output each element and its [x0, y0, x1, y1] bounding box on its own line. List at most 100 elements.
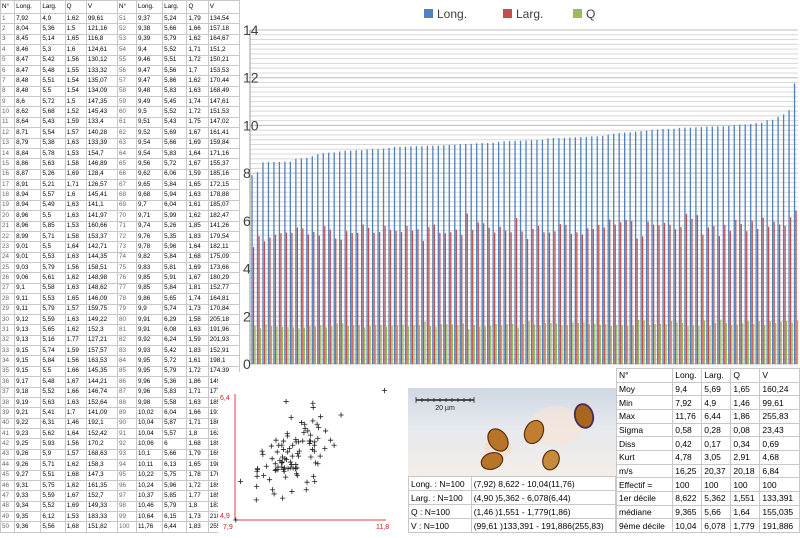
bar-larg	[526, 238, 529, 364]
bar-q	[632, 325, 634, 364]
table-cell: 191,96	[207, 324, 241, 336]
scatter-point	[269, 487, 276, 493]
table-cell: 27	[0, 282, 16, 295]
y-tick-label: 0	[243, 356, 251, 372]
table-row: 35 9,15 5,5 1,66 145,35 85 9,95 5,79 1,72 174,39	[0, 365, 241, 378]
table-cell: 164,67	[207, 33, 241, 46]
table-cell: 1,62	[64, 459, 87, 471]
table-cell: 151,2	[207, 44, 241, 56]
table-cell: 5,79	[162, 500, 188, 513]
stats-cell: 1,65	[730, 381, 761, 397]
bar-larg	[378, 232, 381, 364]
stats-cell: 10,04	[672, 518, 703, 533]
table-cell: 1,66	[186, 23, 209, 35]
table-cell: 60	[117, 106, 137, 118]
table-cell: 8,91	[14, 179, 42, 191]
bar-q	[550, 322, 552, 364]
table-cell: 5	[0, 54, 16, 66]
table-cell: 5,52	[40, 500, 66, 513]
stats-cell: 0,58	[672, 422, 703, 438]
table-row: 469,315,751,62161,359610,245,961,72189,2…	[0, 479, 241, 492]
table-row: 31 9,13 5,65 1,62 152,3 81 9,91 6,08 1,63 191,96	[0, 324, 241, 336]
bar-long	[678, 127, 681, 364]
bar-q	[501, 325, 503, 364]
bar-long	[415, 146, 418, 364]
bar-larg	[417, 229, 419, 364]
table-cell: 62	[117, 127, 137, 139]
scatter-point	[259, 448, 265, 454]
bar-larg	[428, 227, 430, 364]
table-cell: 1,7	[186, 64, 209, 77]
range-row: Larg. : N=100 (4,90 )5,362 - 6,078(6,44)	[408, 490, 617, 505]
table-cell: 28	[0, 293, 16, 305]
table-cell: 178,88	[207, 189, 241, 201]
table-cell: 37	[0, 386, 16, 398]
bar-q	[374, 324, 377, 364]
bar-long	[311, 156, 313, 364]
column-header: Q	[64, 0, 87, 15]
scatter-point	[305, 428, 311, 434]
stats-cell: 133,391	[759, 490, 800, 506]
stats-cell: 0,69	[759, 436, 800, 451]
scatter-point	[272, 467, 278, 474]
table-cell: 121,16	[85, 23, 119, 35]
table-cell: 5,51	[162, 54, 188, 66]
bar-larg	[494, 232, 496, 364]
table-row: 30 9,12 5,59 1,63 149,22 80 9,91 6,29 1,58 205,18	[0, 313, 241, 326]
scatter-point	[301, 430, 307, 436]
bar-larg	[691, 218, 693, 364]
table-cell: 9,23	[14, 428, 42, 440]
bar-q	[533, 324, 536, 364]
bar-q	[610, 326, 612, 364]
table-cell: 1,62	[186, 210, 209, 222]
scatter-point	[303, 487, 309, 493]
scatter-point	[312, 460, 319, 466]
bar-q	[336, 323, 338, 364]
table-cell: 15	[0, 158, 16, 170]
table-cell: 135,07	[85, 75, 119, 87]
table-cell: 8,96	[14, 220, 42, 232]
table-cell: 1,63	[186, 396, 209, 409]
bar-q	[731, 325, 733, 364]
table-row: 23 9,01 5,5 1,64 142,71 73 9,78 5,96 1,64 182,11	[0, 241, 241, 253]
table-cell: 10,04	[135, 428, 164, 440]
scatter-point	[287, 459, 293, 465]
bar-q	[654, 323, 656, 364]
table-cell: 5,57	[40, 189, 66, 201]
table-cell: 29	[0, 303, 16, 315]
scatter-point	[237, 478, 244, 484]
table-cell: 1,72	[186, 106, 209, 118]
bar-larg	[296, 227, 299, 364]
stats-cell: 5,362	[701, 490, 732, 506]
table-cell: 1,63	[186, 324, 209, 336]
stats-cell: 1er décile	[615, 490, 674, 506]
table-cell: 5,56	[40, 521, 66, 533]
table-cell: 61	[117, 116, 137, 129]
table-cell: 42	[0, 438, 16, 450]
table-cell: 9,27	[14, 469, 42, 481]
stats-header: N°	[615, 368, 674, 383]
table-cell: 1,61	[186, 199, 209, 212]
bar-long	[514, 140, 516, 364]
bar-q	[742, 323, 744, 364]
spores	[480, 403, 595, 471]
bar-q	[643, 320, 645, 364]
table-cell: 1	[0, 13, 16, 25]
stats-row: Max 11,76 6,44 1,86 255,83	[615, 408, 800, 424]
bar-long	[360, 150, 363, 364]
bar-larg	[433, 224, 436, 364]
range-row: V : N=100 (99,61 )133,391 - 191,886(255,8…	[408, 518, 617, 533]
table-cell: 58	[117, 85, 137, 98]
bar-q	[380, 325, 382, 364]
table-cell: 9,93	[135, 345, 164, 357]
table-cell: 1,65	[186, 179, 209, 191]
stats-row: 1er décile 8,622 5,362 1,551 133,391	[615, 490, 800, 506]
stats-cell: 11,76	[672, 408, 703, 424]
table-cell: 47	[0, 490, 16, 502]
table-cell: 1,73	[186, 303, 209, 315]
table-cell: 5,63	[40, 396, 66, 409]
bar-larg	[406, 225, 408, 364]
table-cell: 80	[117, 313, 137, 326]
table-cell: 5,51	[40, 75, 66, 87]
